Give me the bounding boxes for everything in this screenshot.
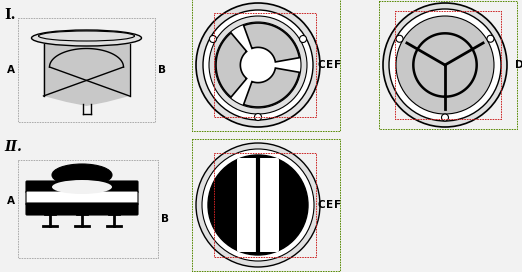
Circle shape (202, 149, 314, 261)
FancyBboxPatch shape (237, 158, 259, 252)
Text: A: A (7, 196, 15, 206)
Circle shape (208, 155, 308, 255)
FancyBboxPatch shape (257, 158, 279, 252)
Text: D: D (515, 60, 522, 70)
Circle shape (389, 9, 501, 121)
Text: F: F (334, 60, 341, 70)
FancyBboxPatch shape (26, 203, 138, 215)
Polygon shape (216, 33, 247, 97)
Text: C: C (318, 200, 326, 210)
Circle shape (300, 36, 306, 42)
Ellipse shape (31, 30, 141, 46)
Circle shape (209, 36, 217, 42)
FancyBboxPatch shape (26, 181, 138, 193)
Text: E: E (326, 200, 333, 210)
Text: A: A (7, 65, 15, 75)
Ellipse shape (52, 180, 112, 194)
Text: II.: II. (4, 140, 22, 154)
Circle shape (209, 16, 307, 114)
Text: E: E (326, 60, 333, 70)
FancyBboxPatch shape (26, 191, 138, 205)
Ellipse shape (39, 31, 135, 41)
Text: F: F (334, 200, 341, 210)
Text: B: B (158, 65, 166, 75)
Polygon shape (244, 23, 299, 62)
Text: B: B (161, 214, 169, 224)
Polygon shape (43, 44, 129, 106)
Circle shape (383, 3, 507, 127)
Circle shape (196, 143, 320, 267)
Text: I.: I. (4, 8, 16, 22)
Circle shape (255, 113, 262, 120)
Circle shape (487, 35, 494, 42)
Text: C: C (318, 60, 326, 70)
Ellipse shape (52, 164, 112, 186)
Circle shape (215, 22, 301, 108)
Circle shape (396, 16, 494, 114)
Circle shape (203, 10, 313, 120)
Circle shape (196, 3, 320, 127)
Circle shape (442, 114, 448, 121)
Circle shape (396, 35, 403, 42)
Polygon shape (244, 68, 299, 107)
